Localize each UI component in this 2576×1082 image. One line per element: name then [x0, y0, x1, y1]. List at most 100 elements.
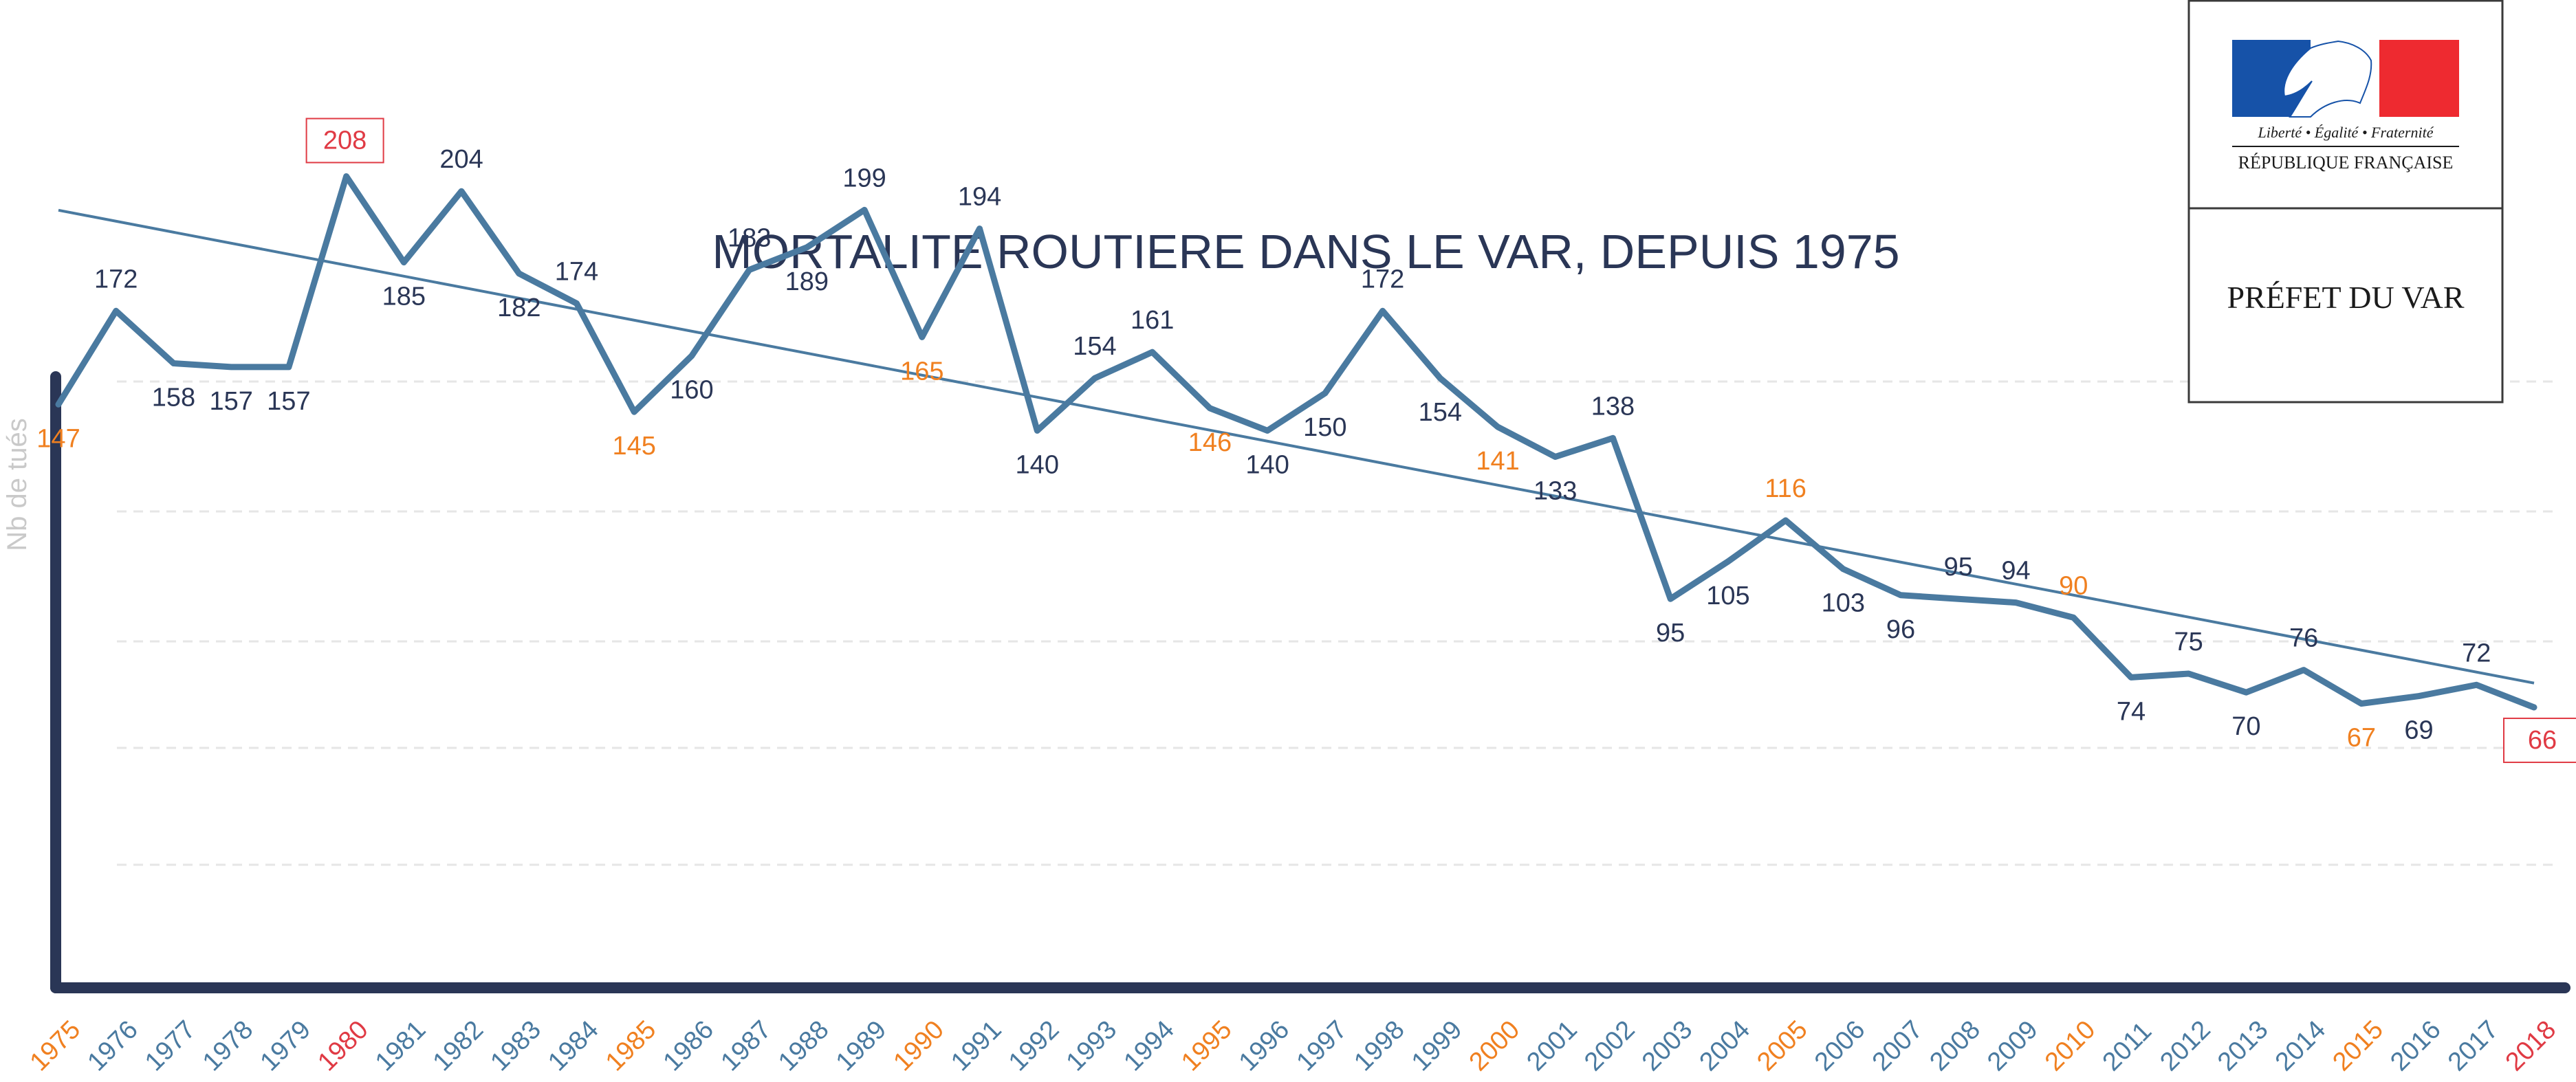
x-tick-label: 2017	[2443, 1015, 2504, 1077]
marianne-flag-icon	[2232, 40, 2459, 118]
value-label-box	[305, 118, 384, 164]
x-tick-label: 2000	[1464, 1015, 1525, 1077]
x-tick-label: 1980	[312, 1015, 373, 1077]
value-label-box	[2503, 717, 2576, 763]
x-tick-label: 1991	[946, 1015, 1007, 1077]
trend-line	[58, 208, 2535, 685]
x-tick-label: 1982	[428, 1015, 489, 1077]
x-tick-label: 2011	[2097, 1017, 2157, 1077]
x-tick-label: 1977	[140, 1015, 201, 1077]
value-label: 133	[1533, 476, 1577, 505]
value-label: 95	[1944, 553, 1973, 582]
value-label: 165	[900, 357, 943, 386]
x-tick-label: 2012	[2154, 1015, 2216, 1077]
x-tick-label: 2015	[2327, 1015, 2388, 1077]
x-tick-label: 1979	[255, 1015, 316, 1077]
prefecture-logo: Liberté • Égalité • Fraternité RÉPUBLIQU…	[2187, 0, 2504, 404]
x-tick-label: 1998	[1349, 1015, 1410, 1077]
value-label: 208	[323, 126, 367, 155]
x-tick-labels: 1975197619771978197919801981198219831984…	[25, 1015, 2562, 1077]
x-tick-label: 1987	[715, 1015, 776, 1077]
value-label: 182	[497, 294, 541, 322]
x-tick-label: 1976	[82, 1015, 143, 1077]
x-tick-label: 1985	[600, 1015, 662, 1077]
value-label: 183	[728, 223, 771, 252]
x-tick-label: 2006	[1809, 1015, 1870, 1077]
value-label: 70	[2231, 712, 2260, 741]
value-label: 204	[439, 145, 483, 174]
x-tick-label: 1986	[658, 1015, 719, 1077]
value-label: 147	[36, 424, 80, 453]
value-label: 172	[1361, 265, 1404, 294]
value-label: 185	[382, 283, 426, 311]
value-label: 76	[2289, 624, 2318, 653]
logo-republic: RÉPUBLIQUE FRANÇAISE	[2238, 153, 2454, 173]
value-label: 95	[1656, 619, 1685, 648]
x-tick-label: 1989	[831, 1015, 892, 1077]
value-label: 105	[1706, 582, 1749, 610]
value-label: 158	[152, 383, 195, 412]
prefet-label: PRÉFET DU VAR	[2227, 280, 2464, 315]
value-label: 174	[555, 257, 598, 286]
value-label: 157	[209, 387, 252, 416]
value-label: 189	[785, 267, 829, 296]
value-label: 69	[2404, 716, 2433, 745]
value-label: 75	[2174, 628, 2203, 656]
x-tick-label: 1988	[773, 1015, 834, 1077]
x-tick-label: 1984	[543, 1015, 604, 1077]
value-label: 94	[2001, 557, 2030, 586]
value-label: 154	[1073, 332, 1116, 361]
value-label: 157	[267, 387, 310, 416]
value-label: 141	[1476, 447, 1519, 476]
x-tick-label: 2004	[1694, 1015, 1756, 1077]
value-label: 172	[94, 265, 138, 294]
value-label: 116	[1765, 474, 1807, 503]
x-tick-label: 2010	[2040, 1015, 2101, 1077]
x-tick-label: 1996	[1234, 1015, 1295, 1077]
value-label: 194	[958, 183, 1001, 212]
x-tick-label: 1999	[1406, 1015, 1467, 1077]
value-label: 138	[1591, 392, 1635, 421]
value-label: 150	[1303, 413, 1346, 442]
x-tick-label: 2016	[2385, 1015, 2446, 1077]
value-label: 67	[2347, 724, 2376, 753]
x-tick-label: 1992	[1003, 1015, 1065, 1077]
series-line	[55, 173, 2537, 711]
x-tick-label: 1990	[888, 1015, 949, 1077]
logo-motto: Liberté • Égalité • Fraternité	[2258, 124, 2434, 141]
value-label: 72	[2462, 639, 2491, 667]
x-tick-label: 1994	[1118, 1015, 1179, 1077]
value-label: 140	[1245, 450, 1289, 479]
x-tick-label: 2001	[1521, 1015, 1582, 1077]
value-label: 154	[1419, 398, 1462, 427]
value-label: 74	[2117, 697, 2146, 726]
value-label: 199	[842, 164, 886, 192]
value-label: 160	[670, 376, 713, 405]
x-tick-label: 1975	[25, 1015, 86, 1077]
value-label: 96	[1886, 615, 1915, 644]
value-label: 161	[1131, 306, 1174, 335]
x-tick-label: 2002	[1579, 1015, 1640, 1077]
x-tick-label: 2014	[2270, 1015, 2331, 1077]
x-tick-label: 1981	[370, 1015, 431, 1077]
x-tick-label: 2013	[2212, 1015, 2273, 1077]
x-tick-label: 2009	[1982, 1015, 2043, 1077]
chart-title: MORTALITE ROUTIERE DANS LE VAR, DEPUIS 1…	[712, 225, 1899, 278]
x-tick-label: 2007	[1867, 1015, 1928, 1077]
value-label: 90	[2059, 571, 2088, 600]
value-label: 145	[613, 432, 656, 461]
x-tick-label: 1997	[1291, 1015, 1353, 1077]
value-label: 140	[1016, 450, 1059, 479]
x-tick-label: 1995	[1176, 1015, 1237, 1077]
x-tick-label: 2008	[1924, 1015, 1985, 1077]
x-tick-label: 1983	[485, 1015, 546, 1077]
x-tick-label: 1978	[197, 1015, 259, 1077]
x-tick-label: 2005	[1751, 1015, 1813, 1077]
value-label: 103	[1822, 589, 1865, 618]
x-tick-label: 2003	[1637, 1015, 1698, 1077]
value-label: 146	[1188, 428, 1232, 457]
gridlines	[117, 380, 2558, 866]
y-axis-label: Nb de tués	[2, 418, 32, 551]
x-tick-label: 1993	[1061, 1015, 1122, 1077]
